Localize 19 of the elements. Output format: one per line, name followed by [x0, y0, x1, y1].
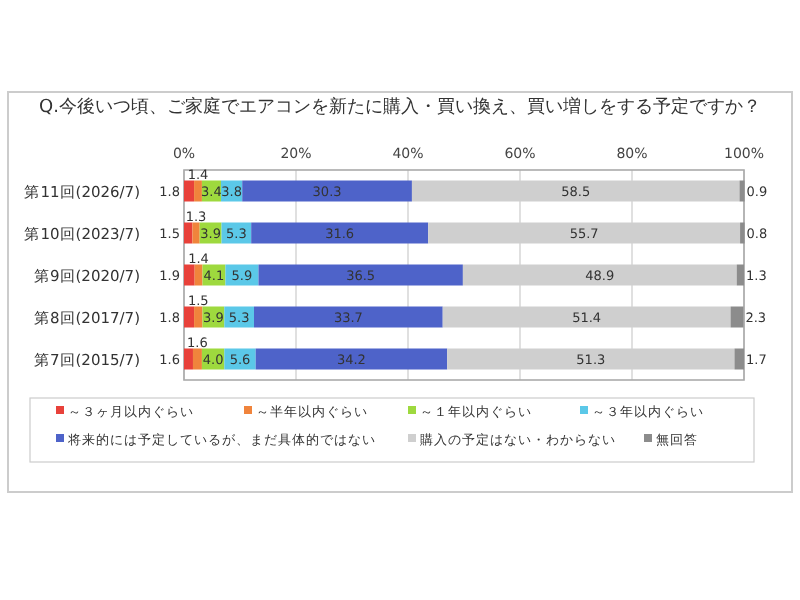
bar [184, 222, 193, 244]
bar [184, 348, 193, 370]
bar [184, 306, 195, 328]
bar [736, 264, 744, 286]
bar [194, 180, 202, 202]
bar [251, 222, 429, 244]
bar [192, 222, 200, 244]
bar [254, 306, 443, 328]
bar [258, 264, 463, 286]
bar [184, 264, 195, 286]
bar [255, 348, 448, 370]
chart-title: Q.今後いつ頃、ご家庭でエアコンを新たに購入・買い換え、買い増しをする予定ですか？ [39, 96, 761, 118]
bar [192, 348, 202, 370]
bar [739, 180, 745, 202]
bar [184, 180, 195, 202]
bar [730, 306, 744, 328]
bar [734, 348, 744, 370]
bar [194, 306, 203, 328]
bar [242, 180, 412, 202]
